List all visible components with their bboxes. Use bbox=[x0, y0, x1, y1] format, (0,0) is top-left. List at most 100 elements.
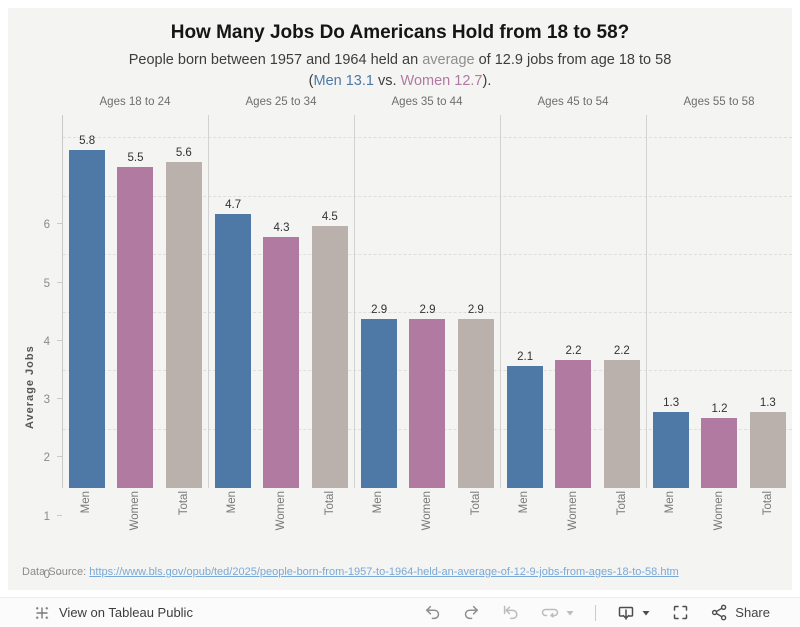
x-axis-label: Men bbox=[518, 491, 531, 514]
x-axis-label: Total bbox=[323, 491, 336, 516]
pane-3: 2.1 2.2 2.2 bbox=[500, 115, 646, 488]
tableau-toolbar: View on Tableau Public bbox=[0, 597, 800, 627]
x-label-slot: Total bbox=[306, 488, 354, 515]
bar-value-label: 2.9 bbox=[419, 303, 436, 316]
bar-value-label: 1.3 bbox=[663, 397, 680, 410]
x-label-slot: Total bbox=[598, 488, 646, 515]
bar-total[interactable] bbox=[457, 318, 494, 488]
bar-slot: 2.1 bbox=[501, 115, 549, 488]
gridline bbox=[63, 137, 792, 139]
bar-slot: 2.2 bbox=[550, 115, 598, 488]
pane-header: Ages 35 to 44 bbox=[391, 96, 463, 108]
x-axis-labels: Men Women Total Men Women Total Men Women Total M… bbox=[62, 488, 792, 554]
x-axis-label: Women bbox=[566, 491, 579, 531]
view-on-tableau-public-label: View on Tableau Public bbox=[59, 605, 193, 620]
chart-subtitle: People born between 1957 and 1964 held a… bbox=[8, 50, 792, 92]
bar-value-label: 2.9 bbox=[371, 303, 388, 316]
download-button[interactable] bbox=[616, 603, 651, 623]
view-on-tableau-public-link[interactable]: View on Tableau Public bbox=[0, 605, 193, 621]
bar-slot: 5.6 bbox=[160, 115, 208, 488]
bar-value-label: 4.5 bbox=[321, 210, 338, 223]
x-label-slot: Men bbox=[646, 488, 694, 513]
pane-1: 4.7 4.3 4.5 bbox=[208, 115, 354, 488]
subtitle-line1-suffix: of 12.9 jobs from age 18 to 58 bbox=[474, 52, 672, 68]
gridline bbox=[63, 253, 792, 255]
x-axis-label: Men bbox=[664, 491, 677, 514]
y-tick-label: 3 bbox=[43, 394, 50, 407]
tableau-logo-icon bbox=[34, 605, 50, 621]
bar-total[interactable] bbox=[165, 161, 202, 488]
x-axis-label: Total bbox=[469, 491, 482, 516]
data-source-link[interactable]: https://www.bls.gov/opub/ted/2025/people… bbox=[89, 566, 679, 578]
redo-button[interactable] bbox=[462, 603, 481, 622]
subtitle-paren-open: ( bbox=[308, 73, 314, 89]
share-icon bbox=[710, 603, 729, 622]
x-label-slot: Men bbox=[62, 488, 110, 513]
bar-women[interactable] bbox=[409, 318, 446, 488]
bar-men[interactable] bbox=[69, 149, 106, 488]
bar-slot: 5.8 bbox=[63, 115, 111, 488]
x-axis-label: Total bbox=[177, 491, 190, 516]
bar-slot: 2.2 bbox=[598, 115, 646, 488]
fullscreen-icon bbox=[671, 603, 690, 622]
caret-down-icon bbox=[565, 608, 575, 618]
data-source-label: Data Source: bbox=[22, 566, 90, 578]
bar-men[interactable] bbox=[361, 318, 398, 488]
data-source-line: Data Source: https://www.bls.gov/opub/te… bbox=[22, 566, 679, 578]
x-label-slot: Women bbox=[111, 488, 159, 530]
y-tick-label: 6 bbox=[43, 219, 50, 232]
bar-total[interactable] bbox=[749, 412, 786, 488]
bar-men[interactable] bbox=[653, 412, 690, 488]
pane-header: Ages 18 to 24 bbox=[99, 96, 171, 108]
gridline bbox=[63, 195, 792, 197]
bar-women[interactable] bbox=[555, 359, 592, 488]
x-label-slot: Women bbox=[403, 488, 451, 530]
undo-button[interactable] bbox=[423, 603, 442, 622]
y-tick-mark bbox=[57, 573, 62, 574]
subtitle-vs: vs. bbox=[373, 73, 401, 89]
subtitle-line1-prefix: People born between 1957 and 1964 held a… bbox=[128, 52, 423, 68]
x-label-slot: Women bbox=[695, 488, 743, 530]
x-label-group: Men Women Total bbox=[354, 488, 500, 554]
bar-slot: 4.5 bbox=[306, 115, 354, 488]
bar-value-label: 1.2 bbox=[711, 403, 728, 416]
x-axis-label: Women bbox=[712, 491, 725, 531]
bar-value-label: 2.9 bbox=[467, 303, 484, 316]
x-axis-label: Total bbox=[761, 491, 774, 516]
x-axis-label: Women bbox=[274, 491, 287, 531]
subtitle-men-stat: Men 13.1 bbox=[313, 73, 374, 89]
bar-men[interactable] bbox=[215, 214, 252, 488]
refresh-button[interactable] bbox=[540, 603, 575, 622]
share-button[interactable]: Share bbox=[710, 603, 770, 622]
bar-slot: 5.5 bbox=[112, 115, 160, 488]
bar-women[interactable] bbox=[263, 237, 300, 488]
bar-slot: 1.3 bbox=[744, 115, 792, 488]
x-axis-label: Total bbox=[615, 491, 628, 516]
revert-button[interactable] bbox=[501, 603, 520, 622]
bar-value-label: 1.3 bbox=[759, 397, 776, 410]
bar-total[interactable] bbox=[311, 225, 348, 488]
x-label-slot: Total bbox=[452, 488, 500, 515]
y-tick-label: 5 bbox=[43, 277, 50, 290]
bar-men[interactable] bbox=[507, 365, 544, 488]
bar-women[interactable] bbox=[701, 418, 738, 488]
y-tick-label: 2 bbox=[43, 452, 50, 465]
y-tick-mark bbox=[57, 514, 62, 516]
x-label-group: Men Women Total bbox=[500, 488, 646, 554]
x-axis-label: Women bbox=[128, 491, 141, 531]
pane-header: Ages 55 to 58 bbox=[683, 96, 755, 108]
x-label-slot: Women bbox=[257, 488, 305, 530]
fullscreen-button[interactable] bbox=[671, 603, 690, 622]
bar-value-label: 4.7 bbox=[225, 199, 242, 212]
plot-area: 5.8 5.5 5.6 4.7 4.3 4.5 2.9 2.9 2.9 2.1 2.2 2.2 1.3 1… bbox=[62, 115, 792, 488]
bar-slot: 1.3 bbox=[647, 115, 695, 488]
y-tick-label: 4 bbox=[43, 335, 50, 348]
bar-value-label: 2.2 bbox=[565, 344, 582, 357]
y-tick-mark bbox=[57, 281, 62, 283]
undo-icon bbox=[423, 603, 442, 622]
bar-women[interactable] bbox=[117, 167, 154, 488]
page-title: How Many Jobs Do Americans Hold from 18 … bbox=[170, 22, 630, 43]
x-label-slot: Women bbox=[549, 488, 597, 530]
bar-total[interactable] bbox=[603, 359, 640, 488]
